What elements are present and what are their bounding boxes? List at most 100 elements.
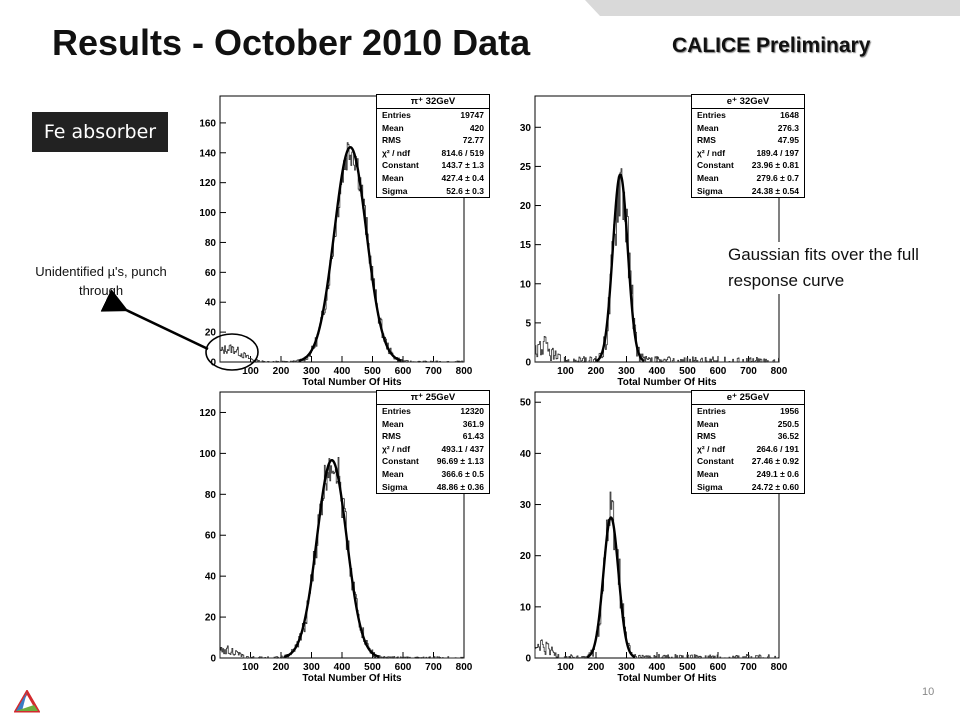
stats-title: π⁺ 32GeV — [377, 95, 489, 109]
stats-value: 143.7 ± 1.3 — [441, 160, 484, 171]
y-tick-label: 80 — [205, 238, 217, 249]
stats-value: 366.6 ± 0.5 — [441, 468, 484, 479]
stats-value: 493.1 / 437 — [441, 443, 484, 454]
stats-row: Constant 143.7 ± 1.3 — [377, 159, 489, 172]
x-tick-label: 100 — [242, 662, 259, 673]
stats-box: e⁺ 25GeV Entries 1956 Mean 250.5 RMS 36.52 χ² /… — [691, 390, 805, 495]
stats-row: RMS 47.95 — [692, 134, 804, 147]
stats-label: χ² / ndf — [382, 147, 411, 158]
stats-label: Sigma — [697, 481, 723, 492]
stats-label: Sigma — [382, 481, 408, 492]
absorber-badge: Fe absorber — [32, 112, 168, 152]
stats-label: Entries — [382, 406, 411, 416]
x-tick-label: 500 — [679, 366, 696, 377]
gaussian-fit-curve — [298, 146, 402, 362]
stats-row: RMS 61.43 — [377, 430, 489, 443]
x-axis-title: Total Number Of Hits — [617, 377, 717, 388]
stats-row: Mean 427.4 ± 0.4 — [377, 172, 489, 185]
x-tick-label: 400 — [649, 662, 666, 673]
stats-value: 361.9 — [462, 418, 484, 429]
stats-box: π⁺ 32GeV Entries 19747 Mean 420 RMS 72.77 χ² / … — [376, 94, 490, 199]
x-tick-label: 700 — [740, 662, 757, 673]
stats-row: Constant 23.96 ± 0.81 — [692, 159, 804, 172]
stats-row: Entries 1648 — [692, 109, 804, 122]
y-tick-label: 20 — [520, 551, 532, 562]
stats-value: 1648 — [780, 110, 799, 120]
y-tick-label: 160 — [199, 118, 216, 129]
x-tick-label: 600 — [395, 662, 412, 673]
stats-value: 72.77 — [462, 135, 484, 146]
stats-row: χ² / ndf 493.1 / 437 — [377, 443, 489, 456]
x-tick-label: 700 — [740, 366, 757, 377]
x-tick-label: 100 — [242, 366, 259, 377]
stats-label: Mean — [697, 468, 719, 479]
histogram-pi-32gev: 0 20 40 60 80 100 120 140 160 100 200 300 400 500 600 7… — [190, 92, 490, 388]
stats-label: Mean — [697, 172, 719, 183]
x-tick-label: 400 — [334, 366, 351, 377]
stats-value: 27.46 ± 0.92 — [751, 456, 799, 467]
y-tick-label: 0 — [525, 654, 531, 665]
stats-label: Constant — [697, 456, 734, 467]
stats-row: Entries 19747 — [377, 109, 489, 122]
y-tick-label: 30 — [520, 500, 532, 511]
gaussian-fit-note: Gaussian fits over the full response cur… — [728, 242, 943, 294]
stats-value: 264.6 / 191 — [756, 443, 799, 454]
stats-title: e⁺ 25GeV — [692, 391, 804, 405]
x-tick-label: 200 — [588, 366, 605, 377]
x-tick-label: 400 — [334, 662, 351, 673]
stats-row: Mean 366.6 ± 0.5 — [377, 468, 489, 481]
y-tick-label: 20 — [205, 613, 217, 624]
stats-label: Mean — [382, 122, 404, 133]
x-tick-label: 700 — [425, 662, 442, 673]
x-axis-title: Total Number Of Hits — [302, 673, 402, 684]
stats-row: Entries 1956 — [692, 405, 804, 418]
stats-row: Sigma 52.6 ± 0.3 — [377, 185, 489, 198]
stats-value: 24.38 ± 0.54 — [751, 185, 799, 196]
x-tick-label: 100 — [557, 366, 574, 377]
stats-label: Constant — [382, 456, 419, 467]
y-tick-label: 120 — [199, 178, 216, 189]
y-tick-label: 80 — [205, 490, 217, 501]
stats-label: Mean — [382, 418, 404, 429]
x-tick-label: 800 — [456, 662, 473, 673]
x-tick-label: 400 — [649, 366, 666, 377]
x-tick-label: 300 — [303, 366, 320, 377]
histogram-bars — [219, 142, 465, 363]
stats-label: Mean — [697, 418, 719, 429]
stats-row: χ² / ndf 814.6 / 519 — [377, 147, 489, 160]
stats-row: Constant 27.46 ± 0.92 — [692, 455, 804, 468]
stats-value: 249.1 ± 0.6 — [756, 468, 799, 479]
stats-label: Constant — [697, 160, 734, 171]
stats-value: 47.95 — [777, 135, 799, 146]
annotation-arrow-icon — [100, 289, 209, 351]
y-tick-label: 100 — [199, 449, 216, 460]
x-tick-label: 300 — [303, 662, 320, 673]
histogram-e-32gev: 0 5 10 15 20 25 30 100 200 300 400 500 600 700 800 Tota… — [505, 92, 805, 388]
stats-row: Entries 12320 — [377, 405, 489, 418]
stats-value: 48.86 ± 0.36 — [436, 481, 484, 492]
stats-value: 24.72 ± 0.60 — [751, 481, 799, 492]
stats-value: 189.4 / 197 — [756, 147, 799, 158]
stats-row: RMS 72.77 — [377, 134, 489, 147]
stats-value: 814.6 / 519 — [441, 147, 484, 158]
stats-value: 427.4 ± 0.4 — [441, 172, 484, 183]
stats-box: e⁺ 32GeV Entries 1648 Mean 276.3 RMS 47.95 χ² /… — [691, 94, 805, 199]
stats-row: RMS 36.52 — [692, 430, 804, 443]
stats-value: 250.5 — [777, 418, 799, 429]
stats-value: 61.43 — [462, 431, 484, 442]
gaussian-fit-curve — [595, 173, 645, 362]
stats-row: χ² / ndf 189.4 / 197 — [692, 147, 804, 160]
stats-label: RMS — [697, 135, 716, 146]
x-tick-label: 200 — [273, 662, 290, 673]
histogram-bars — [219, 456, 465, 659]
stats-value: 12320 — [460, 406, 484, 416]
x-tick-label: 800 — [771, 366, 788, 377]
x-tick-label: 600 — [710, 366, 727, 377]
stats-label: Entries — [382, 110, 411, 120]
histogram-e-25gev: 0 10 20 30 40 50 100 200 300 400 500 600 700 800 Total… — [505, 388, 805, 684]
stats-label: Mean — [382, 468, 404, 479]
stats-value: 52.6 ± 0.3 — [446, 185, 484, 196]
stats-value: 420 — [469, 122, 484, 133]
